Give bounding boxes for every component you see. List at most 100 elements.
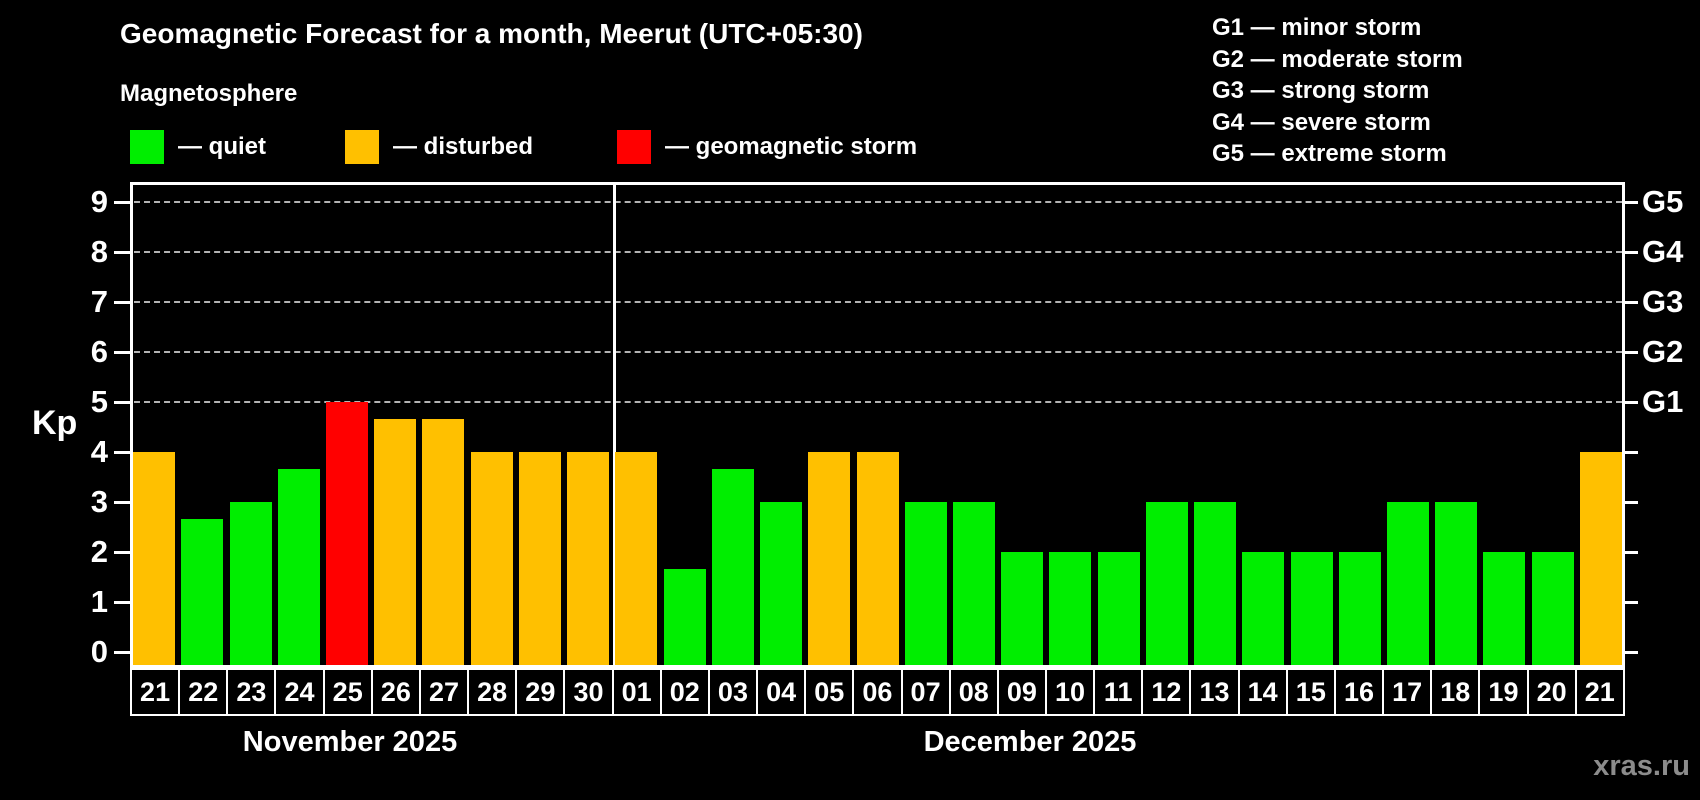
right-tick-kp-0 <box>1622 651 1638 654</box>
kp-bar-30-nov <box>567 452 610 665</box>
right-tick-kp-5 <box>1622 401 1638 404</box>
kp-bar-16-dec <box>1338 552 1381 665</box>
kp-bar-14-dec <box>1242 552 1285 665</box>
kp-bar-17-dec <box>1386 502 1429 665</box>
kp-bar-18-dec <box>1435 502 1478 665</box>
date-cell-03-dec: 03 <box>709 670 759 714</box>
kp-bar-19-dec <box>1483 552 1526 665</box>
kp-bar-01-dec <box>615 452 658 665</box>
date-cell-13-dec: 13 <box>1191 670 1240 714</box>
date-axis-row: 21 22 23 24 25 26 27 28 29 30 01 02 03 04 05 06 07 08 09 10… <box>130 668 1625 716</box>
y-axis-label-7: 7 <box>90 284 108 319</box>
plot-frame <box>130 182 1625 668</box>
kp-bar-06-dec <box>856 452 899 665</box>
g-scale-legend: G1 — minor storm G2 — moderate storm G3 — … <box>1212 12 1463 170</box>
gridline-kp-9 <box>134 201 1622 203</box>
y-axis-label-4: 4 <box>90 434 108 469</box>
date-cell-25-nov: 25 <box>324 670 373 714</box>
gridline-kp-8 <box>134 251 1622 253</box>
right-axis-label-g1: G1 <box>1642 384 1684 419</box>
left-tick-kp-1 <box>114 601 130 604</box>
right-axis-label-g5: G5 <box>1642 184 1684 219</box>
date-cell-18-dec: 18 <box>1432 670 1481 714</box>
right-tick-kp-2 <box>1622 551 1638 554</box>
date-cell-16-dec: 16 <box>1335 670 1385 714</box>
date-cell-06-dec: 06 <box>854 670 903 714</box>
date-cell-07-dec: 07 <box>902 670 951 714</box>
right-tick-kp-6 <box>1622 351 1638 354</box>
left-tick-kp-6 <box>114 351 130 354</box>
kp-bar-21-dec <box>1579 452 1622 665</box>
right-tick-kp-3 <box>1622 501 1638 504</box>
quiet-legend-label: — quiet <box>178 133 266 160</box>
date-cell-26-nov: 26 <box>372 670 421 714</box>
date-cell-20-dec: 20 <box>1528 670 1577 714</box>
kp-bar-08-dec <box>952 502 995 665</box>
kp-bar-25-nov <box>326 402 369 665</box>
kp-bar-13-dec <box>1194 502 1237 665</box>
kp-bar-05-dec <box>808 452 851 665</box>
date-cell-14-dec: 14 <box>1239 670 1288 714</box>
watermark: xras.ru <box>1593 750 1690 782</box>
kp-bar-03-dec <box>711 468 754 665</box>
kp-bar-04-dec <box>760 502 803 665</box>
date-cell-21-dec: 21 <box>1576 670 1623 714</box>
date-cell-17-dec: 17 <box>1384 670 1433 714</box>
disturbed-legend-label: — disturbed <box>393 133 534 160</box>
storm-legend-label: — geomagnetic storm <box>665 133 918 160</box>
date-cell-10-dec: 10 <box>1046 670 1096 714</box>
date-cell-27-nov: 27 <box>420 670 470 714</box>
kp-bar-07-dec <box>904 502 947 665</box>
kp-bar-21-nov <box>133 452 176 665</box>
disturbed-legend-swatch <box>345 130 379 164</box>
right-tick-kp-4 <box>1622 451 1638 454</box>
left-tick-kp-5 <box>114 401 130 404</box>
kp-bar-23-nov <box>229 502 272 665</box>
date-cell-09-dec: 09 <box>998 670 1047 714</box>
left-tick-kp-0 <box>114 651 130 654</box>
kp-bar-20-dec <box>1531 552 1574 665</box>
gridline-kp-5 <box>134 401 1622 403</box>
date-cell-30-nov: 30 <box>565 670 614 714</box>
right-axis-label-g3: G3 <box>1642 284 1684 319</box>
left-tick-kp-9 <box>114 201 130 204</box>
kp-bar-09-dec <box>1001 552 1044 665</box>
y-axis-label-9: 9 <box>90 184 108 219</box>
kp-bar-15-dec <box>1290 552 1333 665</box>
right-axis-label-g4: G4 <box>1642 234 1684 269</box>
y-axis-label-2: 2 <box>90 534 108 569</box>
date-cell-05-dec: 05 <box>806 670 855 714</box>
storm-legend-swatch <box>617 130 651 164</box>
kp-bar-24-nov <box>277 468 320 665</box>
date-cell-15-dec: 15 <box>1287 670 1336 714</box>
date-cell-08-dec: 08 <box>950 670 999 714</box>
g-legend-line-3: G3 — strong storm <box>1212 77 1430 104</box>
month-separator-line <box>613 184 616 666</box>
date-cell-21-nov: 21 <box>132 670 181 714</box>
y-axis-label-6: 6 <box>90 334 108 369</box>
date-cell-01-dec: 01 <box>613 670 662 714</box>
date-cell-19-dec: 19 <box>1480 670 1529 714</box>
date-cell-23-nov: 23 <box>228 670 277 714</box>
y-axis-label-8: 8 <box>90 234 108 269</box>
date-cell-28-nov: 28 <box>469 670 518 714</box>
kp-bar-29-nov <box>518 452 561 665</box>
right-tick-kp-7 <box>1622 301 1638 304</box>
left-tick-kp-3 <box>114 501 130 504</box>
right-tick-kp-8 <box>1622 251 1638 254</box>
y-axis-label-5: 5 <box>90 384 108 419</box>
kp-bar-22-nov <box>181 518 224 665</box>
kp-bar-02-dec <box>663 568 706 665</box>
date-cell-02-dec: 02 <box>661 670 710 714</box>
gridline-kp-7 <box>134 301 1622 303</box>
g-legend-line-1: G1 — minor storm <box>1212 14 1422 41</box>
g-legend-line-4: G4 — severe storm <box>1212 108 1431 136</box>
kp-bar-12-dec <box>1145 502 1188 665</box>
left-tick-kp-8 <box>114 251 130 254</box>
date-cell-11-dec: 11 <box>1095 670 1144 714</box>
date-cell-04-dec: 04 <box>758 670 807 714</box>
g-legend-line-5: G5 — extreme storm <box>1212 140 1447 167</box>
quiet-legend-swatch <box>130 130 164 164</box>
kp-bar-26-nov <box>374 418 417 665</box>
